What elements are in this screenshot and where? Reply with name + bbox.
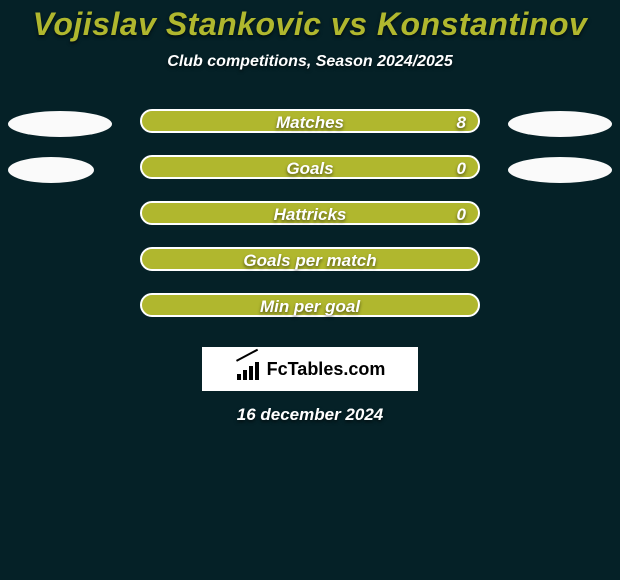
stat-bar: Hattricks0	[140, 201, 480, 225]
comparison-infographic: Vojislav Stankovic vs Konstantinov Club …	[0, 0, 620, 580]
stat-value: 0	[457, 157, 466, 181]
stat-row: Goals0	[0, 145, 620, 191]
stat-bars-container: Matches8Goals0Hattricks0Goals per matchM…	[0, 99, 620, 329]
stat-label: Matches	[142, 111, 478, 135]
stat-label: Min per goal	[142, 295, 478, 319]
subtitle: Club competitions, Season 2024/2025	[0, 53, 620, 71]
stat-label: Goals per match	[142, 249, 478, 273]
left-ellipse-icon	[8, 157, 94, 183]
stat-row: Matches8	[0, 99, 620, 145]
stat-row: Min per goal	[0, 283, 620, 329]
stat-value: 8	[457, 111, 466, 135]
stat-label: Goals	[142, 157, 478, 181]
chart-growth-icon	[235, 358, 261, 380]
stat-row: Hattricks0	[0, 191, 620, 237]
stat-value: 0	[457, 203, 466, 227]
stat-bar: Goals0	[140, 155, 480, 179]
stat-bar: Matches8	[140, 109, 480, 133]
brand-box: FcTables.com	[202, 347, 418, 391]
left-ellipse-icon	[8, 111, 112, 137]
stat-label: Hattricks	[142, 203, 478, 227]
stat-bar: Min per goal	[140, 293, 480, 317]
brand-text: FcTables.com	[267, 359, 386, 380]
stat-row: Goals per match	[0, 237, 620, 283]
stat-bar: Goals per match	[140, 247, 480, 271]
page-title: Vojislav Stankovic vs Konstantinov	[0, 0, 620, 43]
right-ellipse-icon	[508, 157, 612, 183]
right-ellipse-icon	[508, 111, 612, 137]
date-label: 16 december 2024	[0, 405, 620, 425]
